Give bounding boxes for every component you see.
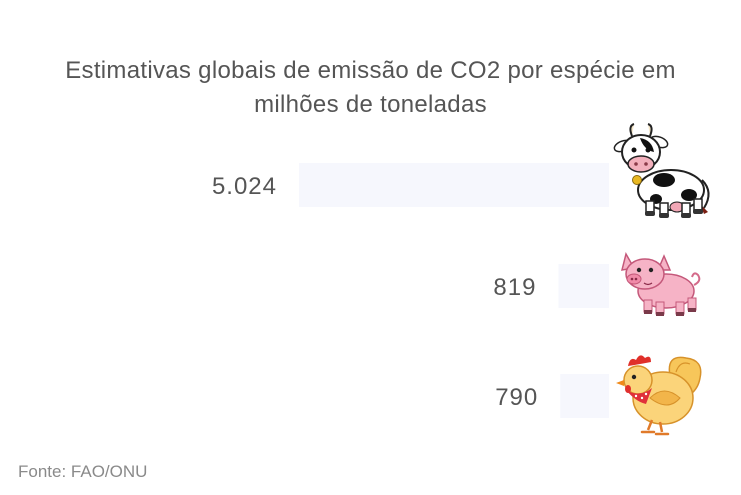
value-label-1: 819 — [493, 274, 536, 301]
pig-icon — [620, 252, 701, 316]
chart-title: Estimativas globais de emissão de CO2 po… — [0, 54, 741, 122]
value-label-2: 790 — [495, 384, 538, 411]
source-note: Fonte: FAO/ONU — [18, 462, 148, 481]
chicken-icon — [616, 355, 702, 436]
bar-0 — [299, 163, 609, 207]
chart-title-line-2: milhões de toneladas — [254, 91, 487, 118]
bar-1 — [558, 264, 609, 308]
bar-2 — [560, 374, 609, 418]
value-label-0: 5.024 — [212, 173, 277, 200]
cow-icon — [613, 123, 710, 218]
chart-title-line-1: Estimativas globais de emissão de CO2 po… — [65, 57, 676, 84]
